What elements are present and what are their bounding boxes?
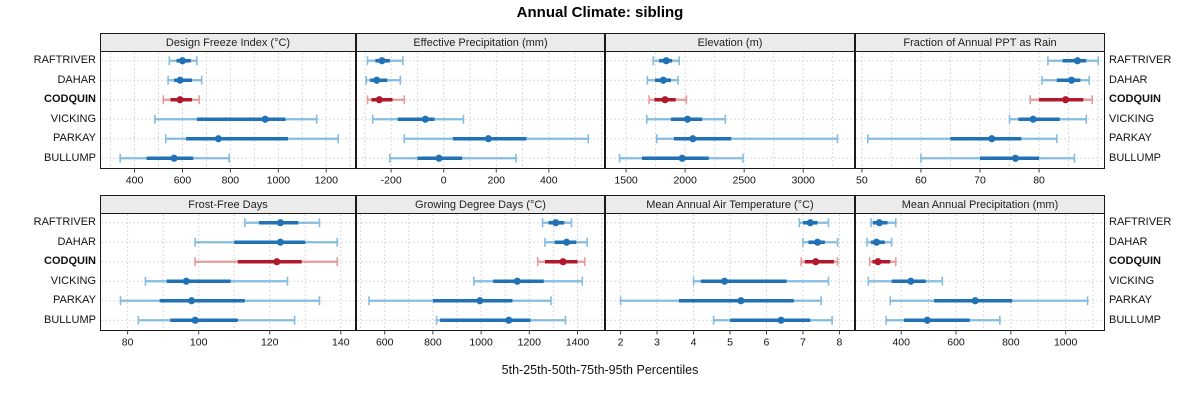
axis-tick-label: 7 [800, 337, 806, 349]
panel-strip-title: Mean Annual Air Temperature (°C) [646, 199, 813, 211]
axis-tick-label: 60 [915, 175, 927, 187]
axis-tick-label: 3000 [792, 175, 816, 187]
row-label: DAHAR [1109, 73, 1148, 86]
row-label: VICKING [50, 274, 96, 287]
axis-tick-label: 400 [892, 337, 910, 349]
axis-tick-label: 800 [1002, 337, 1020, 349]
row-label: BULLUMP [1109, 313, 1161, 326]
row-label: BULLUMP [44, 151, 96, 164]
row-label: RAFTRIVER [1109, 216, 1172, 229]
row-label: RAFTRIVER [33, 54, 96, 67]
axis-tick-label: 2000 [673, 175, 697, 187]
row-labels-right-top: RAFTRIVER DAHAR CODQUIN VICKING PARKAY BULLUM… [1109, 51, 1199, 168]
panel-strip-title: Growing Degree Days (°C) [415, 199, 546, 211]
axis-tick-label: 800 [222, 175, 240, 187]
trellis-panel: Mean Annual Air Temperature (°C) 2 3 4 5 6 7 8 [605, 195, 855, 349]
axis-tick-label: 140 [332, 337, 350, 349]
panel-strip-title: Mean Annual Precipitation (mm) [902, 199, 1059, 211]
axis-tick-label: 0 [441, 175, 447, 187]
row-label: DAHAR [1109, 235, 1148, 248]
row-label: DAHAR [57, 73, 96, 86]
panel-strip-title: Effective Precipitation (mm) [413, 37, 547, 49]
trellis-panel: Design Freeze Index (°C) 400 600 800 1000 120… [100, 33, 356, 187]
axis-tick-label: 1200 [315, 175, 339, 187]
row-label: RAFTRIVER [33, 216, 96, 229]
axis-tick-label: 1400 [566, 337, 590, 349]
panel-strip-title: Frost-Free Days [188, 199, 268, 211]
row-label: PARKAY [1109, 294, 1152, 307]
row-label: CODQUIN [1109, 255, 1161, 268]
row-labels-left-bottom: RAFTRIVER DAHAR CODQUIN VICKING PARKAY BULLUM… [0, 213, 96, 330]
row-labels-left-top: RAFTRIVER DAHAR CODQUIN VICKING PARKAY BULLUM… [0, 51, 96, 168]
axis-tick-label: 800 [424, 337, 442, 349]
row-label: CODQUIN [44, 93, 96, 106]
row-labels-right-bottom: RAFTRIVER DAHAR CODQUIN VICKING PARKAY BULLUM… [1109, 213, 1199, 330]
trellis-panel: Frost-Free Days 80 100 120 140 [100, 195, 356, 349]
row-label: VICKING [1109, 112, 1155, 125]
row-label: RAFTRIVER [1109, 54, 1172, 67]
axis-tick-label: 1000 [469, 337, 493, 349]
axis-tick-label: 8 [836, 337, 842, 349]
axis-tick-label: -200 [381, 175, 402, 187]
row-label: CODQUIN [1109, 93, 1161, 106]
axis-tick-label: 5 [727, 337, 733, 349]
axis-tick-label: 400 [126, 175, 144, 187]
trellis-panel: Growing Degree Days (°C) 600 800 1000 1200 14… [356, 195, 605, 349]
axis-tick-label: 600 [174, 175, 192, 187]
row-label: DAHAR [57, 235, 96, 248]
axis-tick-label: 2500 [732, 175, 756, 187]
row-label: CODQUIN [44, 255, 96, 268]
row-label: VICKING [50, 112, 96, 125]
axis-tick-label: 70 [974, 175, 986, 187]
axis-tick-label: 600 [376, 337, 394, 349]
row-label: BULLUMP [44, 313, 96, 326]
row-label: PARKAY [53, 132, 96, 145]
axis-tick-label: 1200 [518, 337, 542, 349]
axis-tick-label: 80 [122, 337, 134, 349]
axis-tick-label: 600 [947, 337, 965, 349]
panel-strip-title: Elevation (m) [698, 37, 763, 49]
axis-tick-label: 2 [618, 337, 624, 349]
axis-tick-label: 3 [654, 337, 660, 349]
axis-tick-label: 400 [540, 175, 558, 187]
row-label: VICKING [1109, 274, 1155, 287]
chart-title: Annual Climate: sibling [516, 4, 684, 21]
panel-strip-title: Design Freeze Index (°C) [166, 37, 290, 49]
axis-tick-label: 100 [190, 337, 208, 349]
axis-tick-label: 1000 [267, 175, 291, 187]
axis-tick-label: 1500 [614, 175, 638, 187]
axis-tick-label: 80 [1033, 175, 1045, 187]
axis-tick-label: 6 [764, 337, 770, 349]
axis-tick-label: 120 [261, 337, 279, 349]
trellis-panel: Fraction of Annual PPT as Rain 50 60 70 80 [855, 33, 1105, 187]
trellis-panel: Effective Precipitation (mm) -200 0 200 400 [356, 33, 605, 187]
trellis-panel: Elevation (m) 1500 2000 2500 3000 [605, 33, 855, 187]
trellis-panel: Mean Annual Precipitation (mm) 400 600 800 1… [855, 195, 1105, 349]
axis-caption: 5th-25th-50th-75th-95th Percentiles [501, 363, 699, 377]
row-label: BULLUMP [1109, 151, 1161, 164]
panel-strip-title: Fraction of Annual PPT as Rain [903, 37, 1056, 49]
row-label: PARKAY [1109, 132, 1152, 145]
axis-tick-label: 200 [488, 175, 506, 187]
axis-tick-label: 4 [691, 337, 697, 349]
axis-tick-label: 1000 [1054, 337, 1078, 349]
axis-tick-label: 50 [856, 175, 868, 187]
row-label: PARKAY [53, 294, 96, 307]
